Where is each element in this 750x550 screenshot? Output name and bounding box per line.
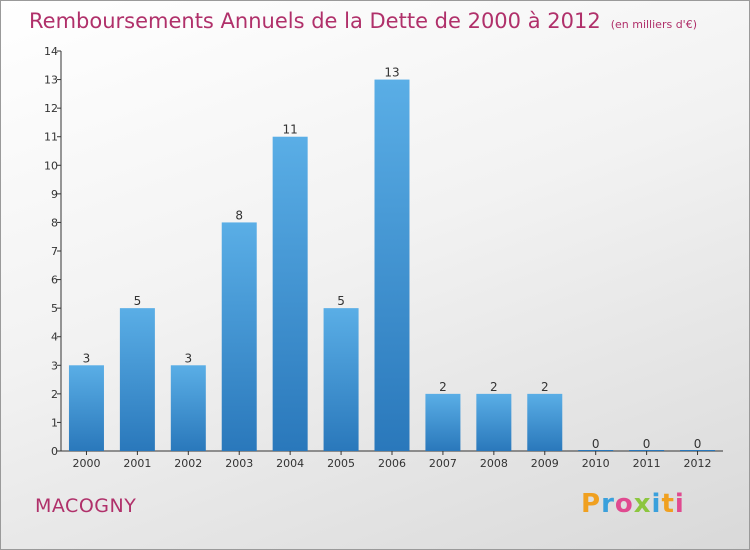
chart-title-text: Remboursements Annuels de la Dette de 20… xyxy=(29,9,601,33)
logo-letter: t xyxy=(661,489,675,519)
x-tick-label: 2001 xyxy=(123,457,151,470)
y-tick-label: 8 xyxy=(51,216,58,229)
bar xyxy=(425,393,461,451)
logo-letter: o xyxy=(614,489,634,519)
y-tick-label: 5 xyxy=(51,302,58,315)
logo-letter: x xyxy=(633,489,652,519)
x-tick-label: 2004 xyxy=(276,457,304,470)
bar xyxy=(170,365,206,451)
logo-letter: i xyxy=(674,489,685,519)
bar xyxy=(629,450,665,451)
bar xyxy=(272,136,308,451)
y-tick-label: 10 xyxy=(44,159,58,172)
bar xyxy=(323,308,359,451)
x-tick-label: 2003 xyxy=(225,457,253,470)
data-label: 3 xyxy=(83,351,91,365)
y-tick-label: 3 xyxy=(51,359,58,372)
bar xyxy=(119,308,155,451)
bar xyxy=(476,393,512,451)
bar xyxy=(374,79,410,452)
data-label: 5 xyxy=(337,294,345,308)
y-tick-label: 4 xyxy=(51,331,58,344)
y-tick-label: 12 xyxy=(44,102,58,115)
x-tick-label: 2000 xyxy=(72,457,100,470)
chart-unit-label: (en milliers d'€) xyxy=(610,18,697,31)
proxiti-logo: Proxiti xyxy=(581,489,685,519)
x-tick-label: 2008 xyxy=(480,457,508,470)
data-label: 2 xyxy=(439,380,447,394)
x-tick-label: 2006 xyxy=(378,457,406,470)
data-label: 13 xyxy=(384,66,399,80)
y-tick-label: 2 xyxy=(51,388,58,401)
logo-letter: i xyxy=(651,489,662,519)
data-label: 0 xyxy=(694,437,702,451)
x-tick-label: 2005 xyxy=(327,457,355,470)
chart-title: Remboursements Annuels de la Dette de 20… xyxy=(29,9,697,33)
x-tick-label: 2010 xyxy=(582,457,610,470)
bar xyxy=(578,450,614,451)
y-tick-label: 9 xyxy=(51,188,58,201)
y-tick-label: 1 xyxy=(51,416,58,429)
y-tick-label: 0 xyxy=(51,445,58,458)
y-tick-label: 13 xyxy=(44,74,58,87)
data-label: 5 xyxy=(134,294,142,308)
y-tick-label: 14 xyxy=(44,45,58,58)
data-label: 3 xyxy=(184,351,192,365)
x-tick-label: 2009 xyxy=(531,457,559,470)
y-tick-label: 6 xyxy=(51,274,58,287)
y-tick-label: 7 xyxy=(51,245,58,258)
data-label: 2 xyxy=(541,380,549,394)
logo-letter: P xyxy=(581,489,602,519)
data-label: 0 xyxy=(643,437,651,451)
x-tick-label: 2011 xyxy=(633,457,661,470)
bar xyxy=(680,450,716,451)
bars: 3 5 3 8 11 5 13 2 2 2 0 0 0 xyxy=(68,66,716,452)
city-name: MACOGNY xyxy=(35,495,137,517)
bar xyxy=(221,222,257,451)
data-label: 11 xyxy=(283,123,298,137)
x-tick-label: 2002 xyxy=(174,457,202,470)
x-tick-label: 2012 xyxy=(684,457,712,470)
y-tick-label: 11 xyxy=(44,131,58,144)
bar xyxy=(527,393,563,451)
data-label: 8 xyxy=(235,208,243,222)
data-label: 2 xyxy=(490,380,498,394)
x-tick-label: 2007 xyxy=(429,457,457,470)
bar xyxy=(68,365,104,451)
logo-letter: r xyxy=(601,489,615,519)
data-label: 0 xyxy=(592,437,600,451)
